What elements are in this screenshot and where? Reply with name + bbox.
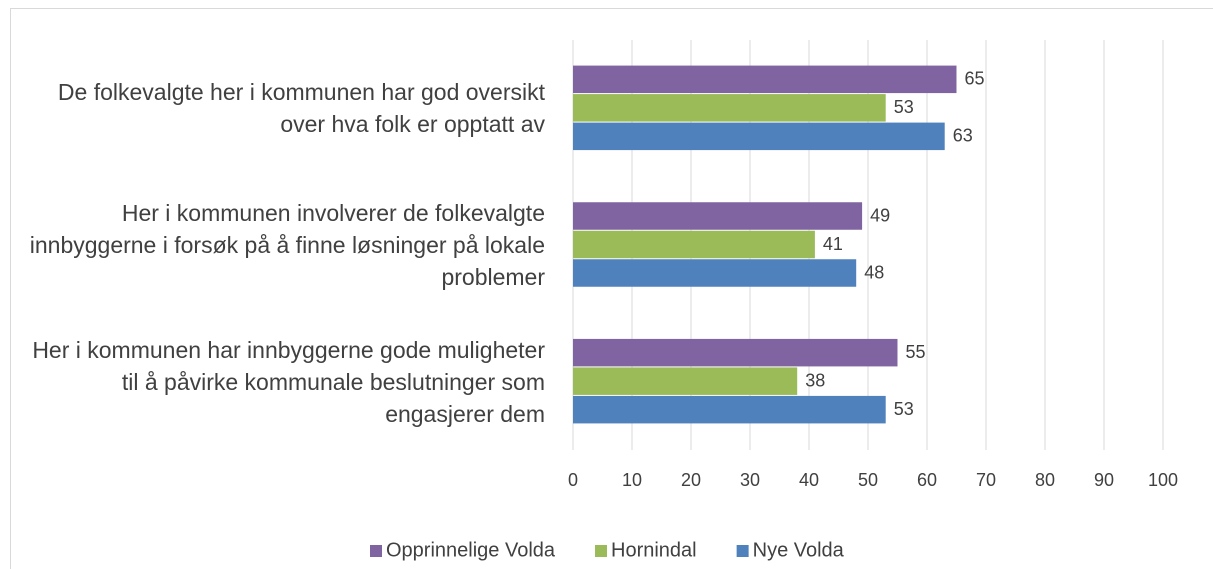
bar <box>573 94 886 122</box>
bar <box>573 65 957 94</box>
x-tick-label: 0 <box>568 470 578 490</box>
category-label: De folkevalgte her i kommunen har god ov… <box>57 79 545 138</box>
bar <box>573 122 945 151</box>
x-tick-label: 90 <box>1094 470 1114 490</box>
data-label: 55 <box>906 342 926 362</box>
legend-label: Hornindal <box>611 539 697 561</box>
data-label: 49 <box>870 205 890 225</box>
data-label: 53 <box>894 399 914 419</box>
data-label: 65 <box>965 69 985 89</box>
bar <box>573 395 886 424</box>
legend-label: Nye Volda <box>753 539 845 561</box>
bar <box>573 202 863 230</box>
legend-swatch <box>736 545 749 557</box>
data-label: 53 <box>894 97 914 117</box>
data-label: 63 <box>953 126 973 146</box>
bar <box>573 338 898 367</box>
bar <box>573 259 857 287</box>
x-tick-label: 10 <box>622 470 642 490</box>
legend-swatch <box>370 545 382 557</box>
x-tick-label: 40 <box>799 470 819 490</box>
data-label: 41 <box>823 234 843 254</box>
chart-border <box>10 8 1213 569</box>
bar <box>573 230 815 259</box>
x-tick-label: 80 <box>1035 470 1055 490</box>
category-label: Her i kommunen har innbyggerne gode muli… <box>32 336 545 427</box>
x-tick-label: 100 <box>1148 470 1178 490</box>
x-tick-label: 50 <box>858 470 878 490</box>
x-tick-label: 60 <box>917 470 937 490</box>
x-tick-label: 20 <box>681 470 701 490</box>
data-label: 38 <box>805 370 825 390</box>
x-tick-label: 30 <box>740 470 760 490</box>
legend-label: Opprinnelige Volda <box>386 539 556 561</box>
category-label: Her i kommunen involverer de folkevalgte… <box>29 200 545 290</box>
data-label: 48 <box>864 262 884 282</box>
x-tick-label: 70 <box>976 470 996 490</box>
legend-swatch <box>595 545 608 557</box>
bar <box>573 367 798 395</box>
